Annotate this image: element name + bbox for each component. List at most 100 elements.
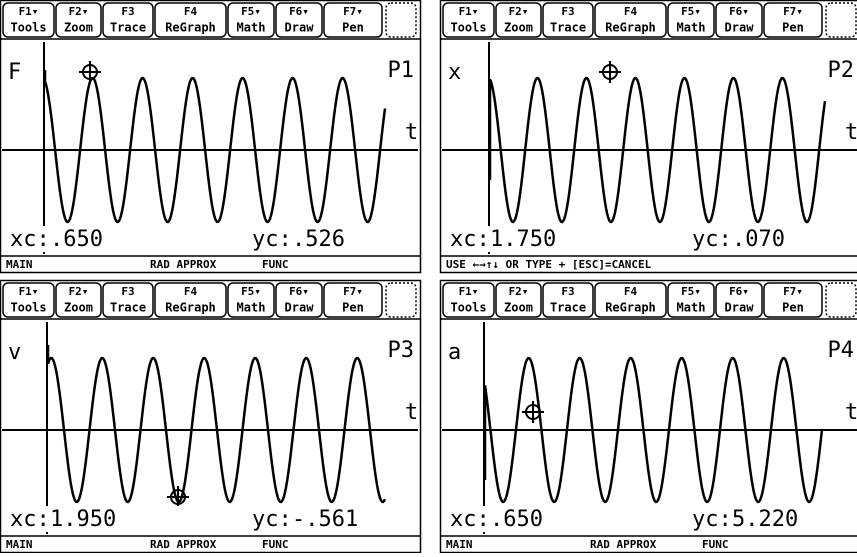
yc-label: yc: [692,227,732,252]
tab-key: F3 [121,5,134,18]
tab-label: Pen [782,301,804,315]
status-text: FUNC [262,258,289,271]
calculator-screen: F1▾ Tools F2▾ Zoom F3 Trace F4 ReGraph F5▾MathF6… [0,1,421,273]
tab-label: Trace [550,21,586,35]
toolbar-tab[interactable]: F3 Trace [103,283,153,317]
toolbar-tab[interactable]: F7▾Pen [764,283,822,317]
toolbar-tab[interactable]: F6▾Draw [276,3,322,37]
tab-key: F1▾ [19,5,39,18]
tab-label: Draw [285,301,315,315]
toolbar-tab[interactable]: F3 Trace [543,3,593,37]
tab-key: F2▾ [69,5,89,18]
toolbar-tab[interactable]: F4 ReGraph [595,283,666,317]
toolbar-tab[interactable]: F5▾Math [228,3,274,37]
screenshot: F1▾ Tools F2▾ Zoom F3 Trace F4 ReGraph F5▾ Math F6… [0,0,857,553]
tab-label: Pen [342,301,364,315]
toolbar-tab[interactable]: F7▾Pen [324,283,382,317]
busy-icon [386,283,416,317]
status-text: MAIN [6,538,33,551]
calculator-screen: F1▾ToolsF2▾ZoomF3TraceF4ReGraphF5▾MathF6… [440,281,857,553]
toolbar-tab[interactable]: F6▾ Draw [716,3,762,37]
tab-key: F1▾ [459,5,479,18]
tab-key: F4 [184,285,198,298]
tab-label: Pen [782,21,804,35]
tab-key: F4 [184,5,198,18]
tab-key: F3 [561,5,574,18]
yc-value: 5.220 [732,507,798,532]
toolbar-tab[interactable]: F6▾Draw [276,283,322,317]
y-axis-label: v [8,340,21,365]
toolbar-tab[interactable]: F2▾Zoom [496,283,541,317]
xc-value: .650 [490,507,543,532]
tab-key: F2▾ [509,285,529,298]
toolbar-tab[interactable]: F2▾ Zoom [56,3,101,37]
toolbar-tab[interactable]: F2▾Zoom [56,283,101,317]
tab-key: F4 [624,5,638,18]
tab-label: ReGraph [165,21,216,35]
toolbar-tab[interactable]: F5▾ Math [668,3,714,37]
tab-label: Tools [10,21,46,35]
toolbar-tab[interactable]: F5▾Math [668,283,714,317]
status-text: MAIN [6,258,33,271]
toolbar-tab[interactable]: F2▾Zoom [496,3,541,37]
toolbar-tab[interactable]: F6▾Draw [716,283,762,317]
tab-label: Math [677,301,706,315]
tab-label: Tools [450,21,486,35]
status-text: RAD APPROX [150,538,217,551]
busy-icon [386,3,416,37]
xc-label: xc: [10,507,50,532]
tab-label: Math [237,301,266,315]
yc-label: yc: [692,507,732,532]
tab-key: F5▾ [681,5,701,18]
x-axis-label: t [845,120,857,145]
xc-label: xc: [450,227,490,252]
tab-key: F4 [624,285,638,298]
status-text: RAD APPROX [150,258,217,271]
tab-key: F5▾ [241,5,261,18]
plot-label: P3 [388,338,415,363]
status-text: MAIN [446,538,473,551]
tab-key: F5▾ [241,285,261,298]
tab-key: F2▾ [509,5,529,18]
toolbar-tab[interactable]: F4 ReGraph [155,3,226,37]
yc-value: -.561 [292,507,358,532]
toolbar-tab[interactable]: F1▾Tools [443,283,494,317]
tab-key: F6▾ [729,285,749,298]
status-text: FUNC [702,538,729,551]
toolbar-tab[interactable]: F5▾ Math [228,283,274,317]
tab-key: F6▾ [729,5,749,18]
y-axis-label: a [448,340,461,365]
toolbar-tab[interactable]: F3 Trace [103,3,153,37]
tab-label: Math [677,21,706,35]
tab-key: F3 [121,285,134,298]
status-text: FUNC [262,538,289,551]
tab-label: ReGraph [605,301,656,315]
status-text: RAD APPROX [590,538,657,551]
tab-key: F7▾ [783,5,803,18]
yc-label: yc: [252,507,292,532]
toolbar-tab[interactable]: F7▾ Pen [764,3,822,37]
tab-label: Draw [725,21,755,35]
toolbar-tab[interactable]: F1▾ Tools [3,3,54,37]
x-axis-label: t [405,120,418,145]
xc-value: 1.750 [490,227,556,252]
plot-label: P2 [828,58,855,83]
tab-label: Zoom [64,21,93,35]
tab-key: F1▾ [19,285,39,298]
tab-label: Trace [110,301,146,315]
toolbar-tab[interactable]: F1▾ Tools [443,3,494,37]
toolbar-tab[interactable]: F7▾Pen [324,3,382,37]
busy-icon [826,3,856,37]
yc-value: .070 [732,227,785,252]
tab-label: Trace [110,21,146,35]
toolbar-tab[interactable]: F1▾Tools [3,283,54,317]
xc-label: xc: [10,227,50,252]
plot-label: P1 [388,58,415,83]
x-axis-label: t [845,400,857,425]
busy-icon [826,283,856,317]
